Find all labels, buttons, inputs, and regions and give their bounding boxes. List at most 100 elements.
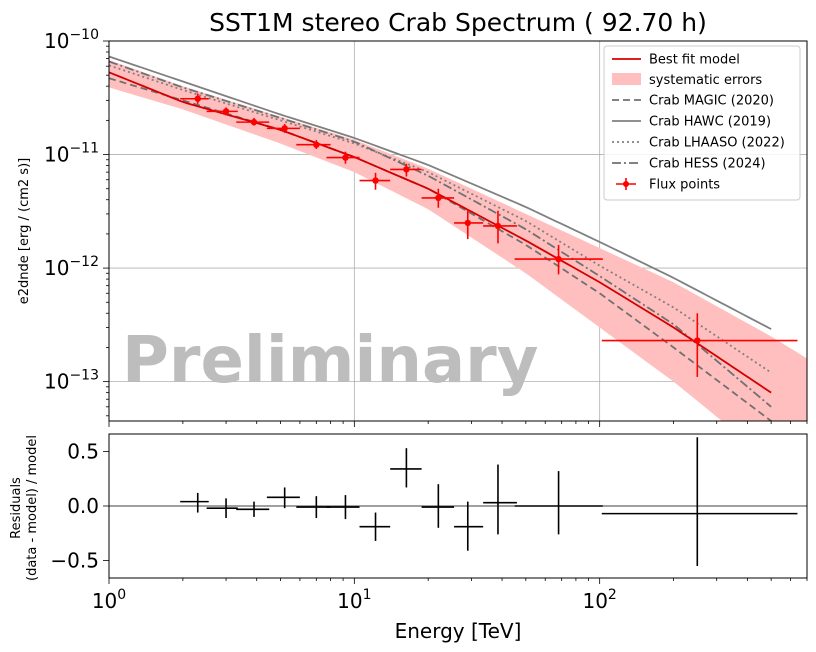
residual-y-ticks: 0.5 0.0 −0.5: [50, 439, 109, 573]
tick-base: 10: [44, 29, 69, 53]
flux-point: [296, 140, 331, 149]
tick-base: 10: [582, 589, 607, 613]
tick-exponent: −11: [69, 141, 99, 157]
best-fit-model-line: [109, 71, 772, 394]
flux-point-marker: [464, 219, 471, 227]
flux-point-marker: [342, 154, 349, 161]
flux-point: [454, 209, 484, 240]
residual-x-ticks: 100 101 102: [92, 578, 808, 613]
flux-point-marker: [403, 166, 410, 173]
flux-point-marker: [372, 177, 379, 184]
legend-label-hess: Crab HESS (2024): [649, 157, 766, 172]
residual-point: [206, 498, 238, 518]
residual-y-tick-label: 0.5: [67, 439, 99, 463]
residual-y-label-line2: (data - model) / model: [25, 435, 40, 581]
residual-x-tick-label: 102: [582, 587, 616, 613]
residual-y-tick-label: −0.5: [50, 549, 99, 573]
legend-swatch-flux-marker: [623, 181, 629, 187]
chart-title: SST1M stereo Crab Spectrum ( 92.70 h): [209, 8, 707, 37]
tick-exponent: 1: [363, 587, 372, 603]
flux-point-marker: [435, 194, 442, 202]
tick-exponent: 0: [117, 587, 126, 603]
residual-point: [266, 487, 300, 509]
flux-point: [514, 244, 603, 275]
legend-swatch-systematic: [612, 73, 641, 85]
residual-point: [483, 464, 517, 535]
main-y-tick-label: 10−11: [44, 141, 99, 167]
residual-y-tick-label: 0.0: [67, 494, 99, 518]
residual-point: [601, 437, 798, 566]
tick-base: 10: [44, 256, 69, 280]
tick-exponent: −13: [69, 368, 99, 384]
flux-point-marker: [555, 255, 562, 263]
tick-base: 10: [44, 143, 69, 167]
tick-exponent: −10: [69, 27, 99, 43]
residual-point: [514, 471, 603, 535]
flux-point-marker: [250, 118, 258, 126]
residual-point: [390, 448, 422, 488]
residual-point: [296, 496, 331, 518]
main-y-tick-label: 10−12: [44, 254, 99, 280]
flux-point-marker: [281, 125, 288, 132]
crab-hess-line: [109, 60, 772, 408]
flux-points: [180, 93, 798, 377]
flux-point: [266, 123, 300, 133]
main-y-tick-label: 10−10: [44, 27, 99, 53]
legend-label-lhaaso: Crab LHAASO (2022): [649, 136, 785, 151]
legend-label-hawc: Crab HAWC (2019): [649, 115, 771, 130]
legend-box: [603, 45, 801, 201]
legend-label-magic: Crab MAGIC (2020): [649, 94, 774, 109]
residual-point: [326, 495, 360, 520]
flux-point: [206, 107, 238, 116]
flux-point-marker: [494, 222, 502, 230]
flux-point-marker: [222, 108, 230, 115]
legend-item-best-fit: Best fit model: [612, 53, 740, 68]
y-axis-label: e2dnde [erg / (cm2 s)]: [17, 158, 32, 304]
legend-item-hess: Crab HESS (2024): [612, 157, 766, 172]
main-plot-content: Preliminary: [109, 55, 807, 421]
flux-point-marker: [694, 337, 701, 344]
flux-point: [359, 172, 391, 190]
tick-base: 10: [44, 370, 69, 394]
crab-lhaaso-line: [109, 64, 772, 374]
residual-y-label-line1: Residuals: [9, 477, 24, 539]
residual-point: [236, 501, 270, 517]
flux-point: [180, 93, 209, 104]
main-y-tick-label: 10−13: [44, 368, 99, 394]
x-axis-label: Energy [TeV]: [395, 619, 522, 643]
flux-point-marker: [313, 141, 320, 148]
flux-point: [421, 188, 455, 208]
residual-point: [180, 492, 209, 513]
legend-label-best-fit: Best fit model: [649, 53, 740, 68]
residual-x-tick-label: 100: [92, 587, 126, 613]
tick-exponent: 2: [608, 587, 617, 603]
legend-label-flux-points: Flux points: [649, 178, 720, 193]
residual-panel: 0.50.0−0.5 100 101 102: [50, 433, 808, 613]
legend-item-hawc: Crab HAWC (2019): [612, 115, 771, 130]
crab-hawc-line: [109, 55, 772, 330]
legend: Best fit model systematic errors Crab MA…: [603, 45, 801, 201]
residual-x-tick-label: 101: [337, 587, 371, 613]
tick-exponent: −12: [69, 254, 99, 270]
flux-point: [390, 163, 422, 177]
legend-item-lhaaso: Crab LHAASO (2022): [612, 136, 785, 151]
flux-point-marker: [194, 95, 201, 102]
flux-point: [483, 210, 517, 244]
legend-item-systematic: systematic errors: [612, 73, 762, 88]
preliminary-watermark: Preliminary: [122, 324, 538, 398]
residual-point: [421, 484, 455, 528]
residual-point: [454, 501, 484, 551]
legend-item-flux-points: Flux points: [616, 178, 720, 193]
tick-base: 10: [337, 589, 362, 613]
systematic-errors-band: [109, 60, 807, 421]
flux-point: [236, 117, 270, 126]
tick-base: 10: [92, 589, 117, 613]
residual-point: [359, 512, 391, 541]
legend-label-systematic: systematic errors: [649, 73, 762, 88]
residual-points: [180, 437, 798, 566]
main-x-ticks: [108, 421, 808, 427]
flux-point: [601, 313, 798, 377]
flux-point: [326, 151, 360, 164]
